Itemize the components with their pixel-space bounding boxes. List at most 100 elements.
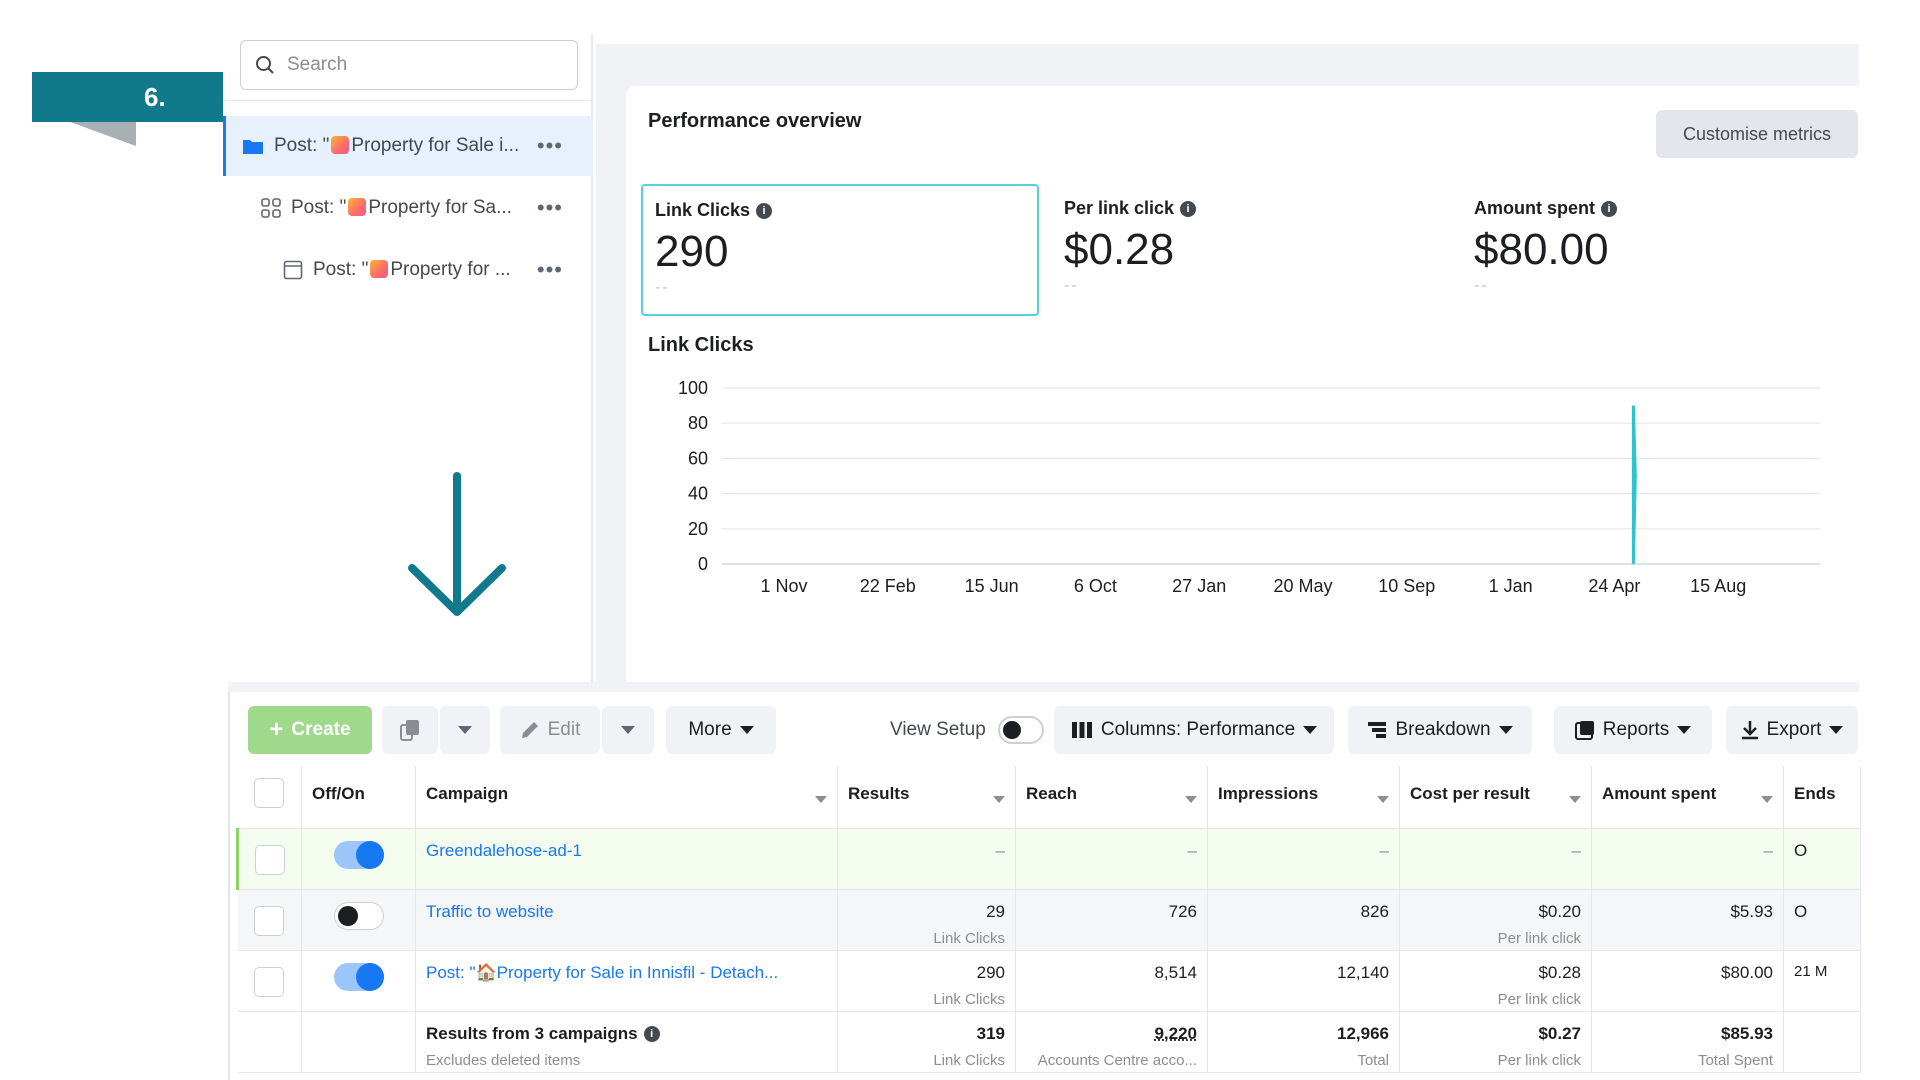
x-tick-label: 15 Aug xyxy=(1690,576,1746,596)
campaign-toggle[interactable] xyxy=(333,901,384,930)
metric-card-link-clicks[interactable]: Link Clicks i 290 -- xyxy=(641,184,1039,316)
totals-empty-cell xyxy=(1783,1011,1861,1073)
row-toggle-cell xyxy=(301,889,416,951)
campaign-link[interactable]: Traffic to website xyxy=(426,901,554,921)
download-icon xyxy=(1741,721,1758,740)
y-tick-label: 0 xyxy=(698,554,708,574)
header-cost-per-result[interactable]: Cost per result xyxy=(1399,766,1592,829)
pencil-icon xyxy=(521,722,538,738)
duplicate-icon xyxy=(400,720,419,741)
info-icon[interactable]: i xyxy=(643,1025,660,1042)
more-button[interactable]: More xyxy=(666,706,776,754)
cpr-value: $0.20 xyxy=(1538,901,1581,921)
totals-reach[interactable]: 9,220 xyxy=(1154,1023,1197,1043)
totals-reach-cell: 9,220 Accounts Centre acco... xyxy=(1015,1011,1208,1073)
row-select-cell xyxy=(237,889,302,951)
campaign-cell: Post: "🏠Property for Sale in Innisfil - … xyxy=(415,950,838,1012)
more-options-icon[interactable]: ••• xyxy=(536,133,563,158)
cpr-sub: Per link click xyxy=(1497,929,1581,947)
row-checkbox[interactable] xyxy=(255,844,285,875)
toggle-switch[interactable] xyxy=(997,716,1044,744)
totals-empty-cell xyxy=(237,1011,302,1073)
tree-item-prefix: Post: " xyxy=(313,259,369,280)
sort-icon[interactable] xyxy=(993,796,1005,803)
row-checkbox[interactable] xyxy=(254,966,285,997)
header-off-on[interactable]: Off/On xyxy=(301,766,416,829)
sort-icon[interactable] xyxy=(815,796,827,803)
tree-item-campaign[interactable]: Post: " Property for Sale i... ••• xyxy=(223,116,593,176)
duplicate-dropdown-button[interactable] xyxy=(440,706,490,754)
totals-empty-cell xyxy=(301,1011,416,1073)
row-checkbox[interactable] xyxy=(254,905,285,936)
export-button[interactable]: Export xyxy=(1726,706,1858,754)
tree-item-ad[interactable]: Post: " Property for ... ••• xyxy=(223,240,593,300)
header-amount-spent[interactable]: Amount spent xyxy=(1591,766,1784,829)
tree-item-label: Property for Sale i... xyxy=(351,135,520,156)
more-options-icon[interactable]: ••• xyxy=(536,257,563,282)
header-reach[interactable]: Reach xyxy=(1015,766,1208,829)
amount-spent-cell: – xyxy=(1591,828,1784,890)
duplicate-button[interactable] xyxy=(382,706,438,754)
select-all-checkbox[interactable] xyxy=(254,778,285,808)
header-results[interactable]: Results xyxy=(837,766,1016,829)
totals-cpr: $0.27 xyxy=(1538,1023,1581,1043)
tree-item-ad-set[interactable]: Post: " Property for Sa... ••• xyxy=(223,178,593,238)
reach-cell: – xyxy=(1015,828,1208,890)
columns-icon xyxy=(1071,722,1092,738)
tree-item-prefix: Post: " xyxy=(274,135,330,156)
campaign-toggle[interactable] xyxy=(333,840,384,869)
table-header-row: Off/On Campaign Results Reach Impression… xyxy=(237,766,1861,829)
table-row[interactable]: Greendalehose-ad-1 – – – – – O xyxy=(236,828,1861,890)
breakdown-button[interactable]: Breakdown xyxy=(1348,706,1532,754)
reach-cell: 726 xyxy=(1015,889,1208,951)
tree-item-prefix: Post: " xyxy=(291,197,347,218)
info-icon[interactable]: i xyxy=(1180,200,1197,217)
campaign-link[interactable]: Post: "🏠Property for Sale in Innisfil - … xyxy=(426,962,779,982)
sort-icon[interactable] xyxy=(1185,796,1197,803)
search-placeholder: Search xyxy=(287,54,348,75)
columns-button[interactable]: Columns: Performance xyxy=(1054,706,1334,754)
table-row[interactable]: Post: "🏠Property for Sale in Innisfil - … xyxy=(237,950,1861,1012)
breakdown-icon xyxy=(1368,722,1387,738)
performance-title: Performance overview xyxy=(648,110,862,132)
reports-button[interactable]: Reports xyxy=(1554,706,1712,754)
x-tick-label: 6 Oct xyxy=(1074,576,1117,596)
customise-metrics-button[interactable]: Customise metrics xyxy=(1656,110,1858,158)
edit-button[interactable]: Edit xyxy=(500,706,600,754)
divider xyxy=(223,100,593,101)
cpr-sub: Per link click xyxy=(1497,990,1581,1008)
campaign-toggle[interactable] xyxy=(333,962,384,991)
metric-value: $80.00 xyxy=(1474,225,1609,274)
x-tick-label: 20 May xyxy=(1273,576,1332,596)
info-icon[interactable]: i xyxy=(1601,200,1617,217)
sort-icon[interactable] xyxy=(1761,796,1773,803)
metric-card-per-link-click[interactable]: Per link click i $0.28 -- xyxy=(1052,184,1450,316)
sort-icon[interactable] xyxy=(1569,796,1581,803)
metric-card-amount-spent[interactable]: Amount spent i $80.00 -- xyxy=(1462,184,1860,316)
view-setup-toggle[interactable]: View Setup xyxy=(890,706,1044,754)
header-campaign[interactable]: Campaign xyxy=(415,766,838,829)
campaigns-table: Off/On Campaign Results Reach Impression… xyxy=(236,766,1861,1073)
results-value: 29 xyxy=(986,901,1005,921)
header-impressions[interactable]: Impressions xyxy=(1207,766,1400,829)
info-icon[interactable]: i xyxy=(756,202,773,219)
search-input[interactable]: Search xyxy=(240,40,578,90)
grid-icon xyxy=(261,198,281,218)
table-row[interactable]: Traffic to website 29 Link Clicks 726 826… xyxy=(237,889,1861,951)
export-label: Export xyxy=(1766,719,1822,740)
series-line xyxy=(1631,405,1637,565)
totals-cpr-sub: Per link click xyxy=(1497,1051,1581,1069)
ends-cell: O xyxy=(1783,828,1861,890)
edit-dropdown-button[interactable] xyxy=(602,706,654,754)
results-sub: Link Clicks xyxy=(933,929,1005,947)
panel-divider xyxy=(228,682,1859,692)
x-tick-label: 1 Nov xyxy=(760,576,807,596)
row-select-cell xyxy=(237,950,302,1012)
create-button[interactable]: + Create xyxy=(248,706,372,754)
header-ends[interactable]: Ends xyxy=(1783,766,1861,829)
chevron-down-icon xyxy=(1303,726,1318,734)
x-tick-label: 24 Apr xyxy=(1588,576,1640,596)
sort-icon[interactable] xyxy=(1377,796,1389,803)
campaign-link[interactable]: Greendalehose-ad-1 xyxy=(426,840,582,860)
more-options-icon[interactable]: ••• xyxy=(536,195,563,220)
